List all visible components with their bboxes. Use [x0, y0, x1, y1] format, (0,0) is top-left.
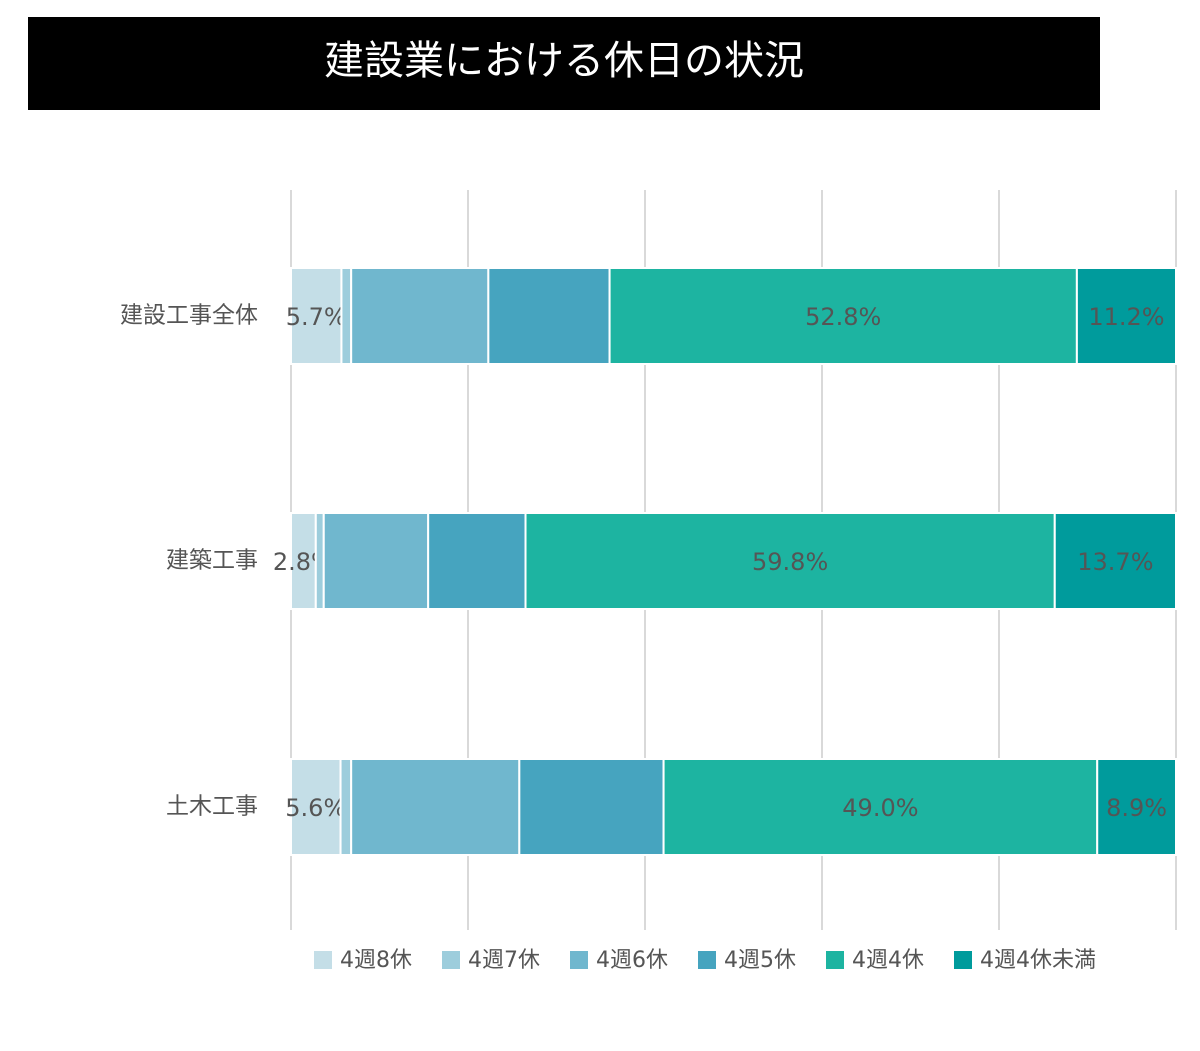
bar-segment — [322, 512, 430, 610]
y-tick-label: 建設工事全体 — [120, 303, 258, 329]
data-label: 8.9% — [1106, 794, 1167, 822]
legend-swatch — [570, 951, 588, 969]
data-label: 11.2% — [1088, 303, 1164, 331]
bar-segment — [340, 267, 353, 365]
data-label: 5.6% — [285, 794, 346, 822]
bar-segment — [487, 267, 611, 365]
y-tick-label: 土木工事 — [166, 794, 258, 820]
data-label: 49.0% — [842, 794, 918, 822]
bar-segment — [1096, 758, 1177, 856]
data-label: 5.7% — [286, 303, 347, 331]
bar-segment — [350, 758, 521, 856]
legend-label: 4週8休 — [340, 948, 412, 973]
bar-segment — [1075, 267, 1178, 365]
bar-segment — [290, 512, 317, 610]
bar-segment — [314, 512, 325, 610]
legend-swatch — [442, 951, 460, 969]
chart-title: 建設業における休日の状況 — [324, 38, 804, 84]
data-label: 13.7% — [1077, 548, 1153, 576]
bar-segment — [290, 758, 342, 856]
bar-segment — [524, 512, 1056, 610]
bar-segment — [608, 267, 1078, 365]
legend-label: 4週4休未満 — [980, 948, 1096, 973]
legend-swatch — [698, 951, 716, 969]
title-box — [28, 17, 1100, 110]
data-label: 52.8% — [805, 303, 881, 331]
bar-segment — [350, 267, 490, 365]
bar-segment — [339, 758, 353, 856]
y-tick-label: 建築工事 — [166, 548, 258, 574]
legend-swatch — [954, 951, 972, 969]
legend-swatch — [314, 951, 332, 969]
legend-label: 4週4休 — [852, 948, 924, 973]
data-label: 59.8% — [752, 548, 828, 576]
bar-segment — [1053, 512, 1178, 610]
bar-segment — [518, 758, 665, 856]
legend-label: 4週6休 — [596, 948, 668, 973]
legend-label: 4週7休 — [468, 948, 540, 973]
bar-segment — [427, 512, 527, 610]
legend-label: 4週5休 — [724, 948, 796, 973]
legend-swatch — [826, 951, 844, 969]
